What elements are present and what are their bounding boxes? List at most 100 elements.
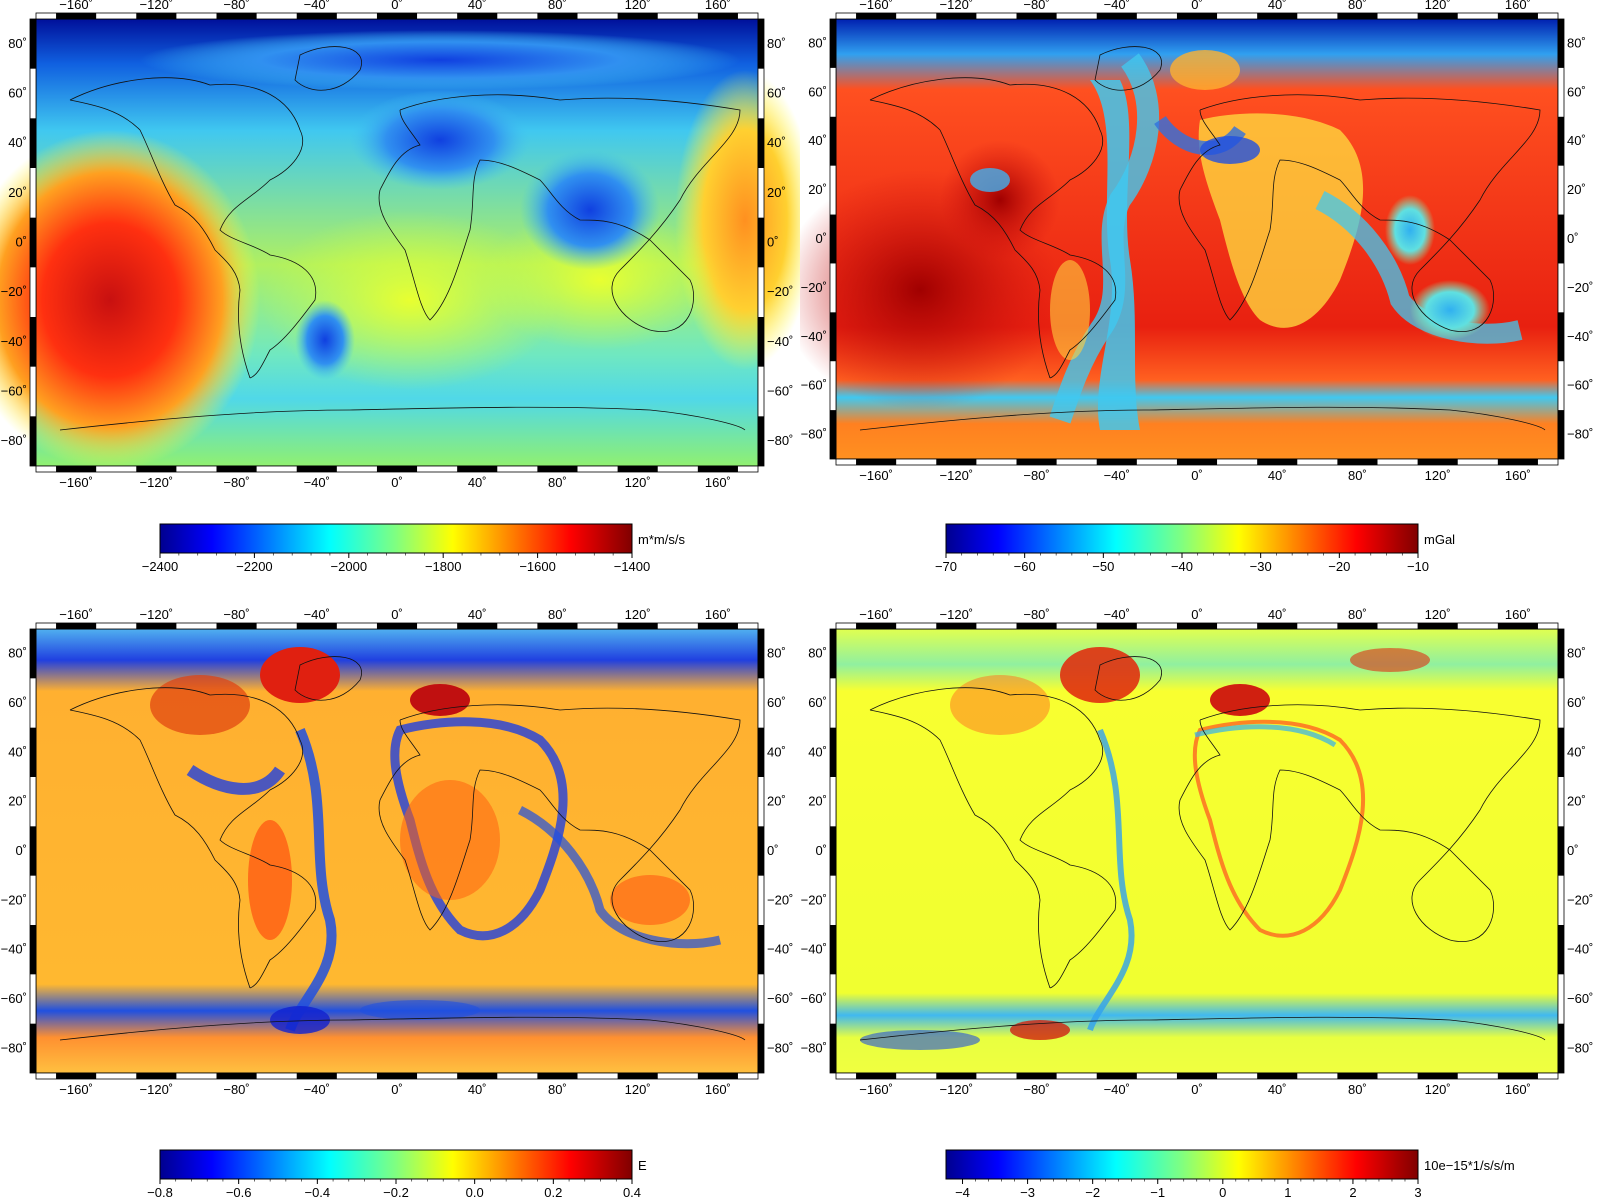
lon-label-bottom: −40˚ <box>1104 1082 1130 1097</box>
lon-label-top: −80˚ <box>1023 0 1049 12</box>
lon-label-bottom: −120˚ <box>140 1082 174 1097</box>
lon-label-top: −160˚ <box>59 607 93 622</box>
lat-label-left: −40˚ <box>1 942 27 957</box>
colorbar-tick-label: 1 <box>1284 1185 1291 1200</box>
colorbar-unit: m*m/s/s <box>638 532 685 547</box>
lon-label-bottom: −160˚ <box>59 475 93 490</box>
map-area <box>0 18 800 470</box>
lat-label-right: −20˚ <box>1567 892 1593 907</box>
lon-label-bottom: 0˚ <box>1191 1082 1203 1097</box>
lon-label-bottom: 160˚ <box>705 475 731 490</box>
lat-label-left: 0˚ <box>15 235 27 250</box>
colorbar-tick-label: −40 <box>1171 559 1193 574</box>
lat-label-right: 40˚ <box>1567 133 1586 148</box>
lat-label-right: −80˚ <box>1567 1040 1593 1055</box>
map-panel-gradient-e: −160˚ −160˚ −120˚ −120˚ −80˚ −80˚ −40˚ −40˚ 0˚ 0˚… <box>0 600 800 1200</box>
lon-label-bottom: 120˚ <box>625 475 651 490</box>
lat-label-left: −20˚ <box>801 892 827 907</box>
colorbar-tick-label: −0.6 <box>226 1185 252 1200</box>
colorbar-tick-label: −1400 <box>614 559 651 574</box>
lat-label-left: −80˚ <box>801 1040 827 1055</box>
lat-label-right: 80˚ <box>1567 35 1586 50</box>
lat-label-right: 60˚ <box>1567 695 1586 710</box>
lon-label-bottom: 40˚ <box>468 1082 487 1097</box>
lat-label-right: −60˚ <box>767 991 793 1006</box>
lon-label-bottom: 120˚ <box>625 1082 651 1097</box>
colorbar: m*m/s/s −2400 −2200 −2000 −1800 −1600 −1400 <box>142 523 685 574</box>
lon-label-top: 0˚ <box>391 607 403 622</box>
lat-label-left: 80˚ <box>808 35 827 50</box>
lon-label-bottom: 40˚ <box>468 475 487 490</box>
colorbar-tick-label: 0.4 <box>623 1185 641 1200</box>
lat-label-left: 20˚ <box>8 185 27 200</box>
lat-label-left: 60˚ <box>808 84 827 99</box>
colorbar-tick-label: 0 <box>1219 1185 1226 1200</box>
lat-label-right: −40˚ <box>767 942 793 957</box>
lat-label-left: 20˚ <box>8 794 27 809</box>
lon-label-bottom: −120˚ <box>140 475 174 490</box>
lon-label-bottom: 80˚ <box>1348 468 1367 483</box>
lat-label-left: −60˚ <box>801 991 827 1006</box>
lon-label-bottom: −160˚ <box>59 1082 93 1097</box>
colorbar-tick-label: −0.4 <box>304 1185 330 1200</box>
lat-label-left: 0˚ <box>815 231 827 246</box>
lon-label-top: 0˚ <box>1191 0 1203 12</box>
colorbar-tick-label: 0.0 <box>466 1185 484 1200</box>
lat-label-right: 80˚ <box>767 36 786 51</box>
lat-label-left: 40˚ <box>808 744 827 759</box>
lat-label-left: 60˚ <box>808 695 827 710</box>
lon-label-top: −40˚ <box>304 607 330 622</box>
lon-label-top: −120˚ <box>140 0 174 12</box>
lat-label-right: 0˚ <box>1567 231 1579 246</box>
lon-label-top: −80˚ <box>223 607 249 622</box>
colorbar-tick-label: −2400 <box>142 559 179 574</box>
colorbar: E −0.8 −0.6 −0.4 −0.2 0.0 0.2 0.4 <box>147 1149 647 1200</box>
colorbar-tick-label: −4 <box>955 1185 970 1200</box>
lon-label-top: 0˚ <box>391 0 403 12</box>
lat-label-left: 20˚ <box>808 794 827 809</box>
colorbar-tick-label: −10 <box>1407 559 1429 574</box>
colorbar-tick-label: −20 <box>1328 559 1350 574</box>
lon-label-top: 120˚ <box>1425 607 1451 622</box>
lat-label-right: −20˚ <box>1567 280 1593 295</box>
colorbar-tick-label: −30 <box>1250 559 1272 574</box>
colorbar-tick-label: −70 <box>935 559 957 574</box>
colorbar-unit: mGal <box>1424 532 1455 547</box>
lat-label-left: −20˚ <box>801 280 827 295</box>
lat-label-left: 40˚ <box>8 135 27 150</box>
lat-label-left: −20˚ <box>1 892 27 907</box>
lat-label-left: −80˚ <box>1 433 27 448</box>
lat-label-left: −20˚ <box>1 284 27 299</box>
lon-label-bottom: −80˚ <box>1023 468 1049 483</box>
lat-label-left: 0˚ <box>815 843 827 858</box>
lon-label-bottom: −80˚ <box>1023 1082 1049 1097</box>
lon-label-bottom: 120˚ <box>1425 468 1451 483</box>
lat-label-right: 80˚ <box>767 646 786 661</box>
lon-label-bottom: 0˚ <box>391 475 403 490</box>
map-area <box>800 18 1559 460</box>
lon-label-bottom: 80˚ <box>548 1082 567 1097</box>
lat-label-left: 60˚ <box>8 695 27 710</box>
lon-label-top: 40˚ <box>468 0 487 12</box>
lat-label-right: 20˚ <box>767 185 786 200</box>
lon-label-top: 160˚ <box>1505 607 1531 622</box>
colorbar-unit: E <box>638 1158 647 1173</box>
lat-label-right: −40˚ <box>767 334 793 349</box>
lat-label-left: −80˚ <box>801 427 827 442</box>
map-frame: −160˚ −160˚ −120˚ −120˚ −80˚ −80˚ −40˚ −40˚ 0˚ 0˚… <box>801 607 1594 1097</box>
lon-label-top: −160˚ <box>59 0 93 12</box>
colorbar-tick-label: −0.2 <box>383 1185 409 1200</box>
lon-label-top: 0˚ <box>1191 607 1203 622</box>
lat-label-left: 20˚ <box>808 182 827 197</box>
lat-label-right: 40˚ <box>767 135 786 150</box>
lon-label-bottom: −80˚ <box>223 1082 249 1097</box>
lat-label-right: 80˚ <box>1567 646 1586 661</box>
colorbar-tick-label: −1600 <box>519 559 556 574</box>
lon-label-bottom: −120˚ <box>940 468 974 483</box>
lon-label-bottom: 0˚ <box>391 1082 403 1097</box>
lat-label-right: 60˚ <box>1567 84 1586 99</box>
lon-label-top: −80˚ <box>1023 607 1049 622</box>
colorbar: mGal −70 −60 −50 −40 −30 −20 −10 <box>935 523 1455 574</box>
lat-label-right: 20˚ <box>1567 182 1586 197</box>
lat-label-right: −60˚ <box>1567 378 1593 393</box>
